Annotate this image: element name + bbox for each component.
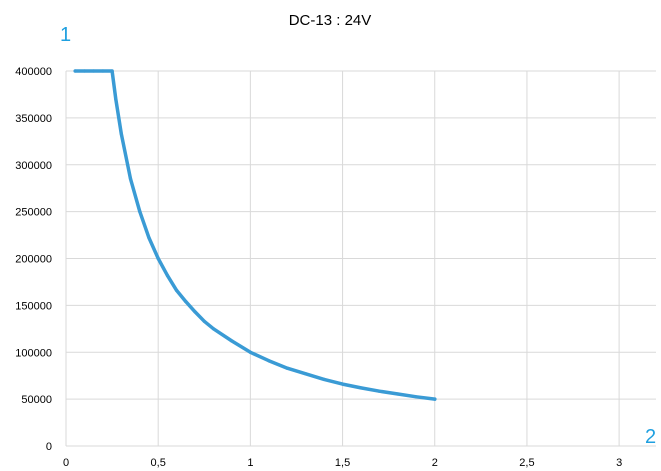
data-point	[433, 397, 437, 401]
data-point	[165, 273, 169, 277]
data-point	[322, 377, 326, 381]
data-point	[128, 177, 133, 181]
data-point	[147, 236, 151, 240]
data-point	[82, 69, 86, 73]
data-point	[341, 382, 345, 386]
data-point	[101, 69, 105, 73]
y-tick-label: 0	[46, 441, 52, 453]
data-point	[92, 69, 96, 73]
data-point	[230, 339, 234, 343]
data-point	[138, 210, 142, 214]
y-tick-label: 400000	[15, 66, 52, 78]
y-tick-label: 350000	[15, 113, 52, 125]
chart-title: DC-13 : 24V	[289, 12, 372, 29]
data-point	[414, 395, 418, 399]
data-point	[114, 97, 118, 101]
data-point	[396, 392, 400, 396]
x-tick-label: 0,5	[151, 457, 166, 469]
data-point	[359, 386, 363, 390]
data-point	[193, 310, 197, 314]
series-group	[73, 69, 437, 401]
y-axis-corner-label: 1	[60, 24, 71, 46]
x-tick-labels: 0 0,5 1 1,5 2 2,5 3	[63, 457, 622, 469]
x-axis-corner-label: 2	[645, 426, 656, 448]
y-tick-labels: 0 50000 100000 150000 200000 250000 300000 3500…	[15, 66, 52, 453]
y-tick-label: 50000	[21, 394, 52, 406]
data-point	[304, 372, 308, 376]
data-point	[202, 319, 206, 323]
data-point	[267, 359, 271, 363]
x-tick-label: 3	[616, 457, 622, 469]
y-tick-label: 100000	[15, 347, 52, 359]
data-point	[211, 327, 216, 331]
data-point	[377, 389, 381, 393]
x-tick-label: 2	[432, 457, 438, 469]
data-point	[175, 288, 179, 292]
x-tick-label: 1	[247, 457, 253, 469]
data-point	[184, 300, 188, 304]
data-point	[248, 350, 252, 354]
y-tick-label: 300000	[15, 160, 52, 172]
data-point	[156, 256, 160, 261]
data-point	[119, 132, 123, 136]
data-point	[110, 69, 114, 73]
x-tick-label: 1,5	[335, 457, 350, 469]
y-tick-label: 150000	[15, 300, 52, 312]
y-tick-label: 200000	[15, 254, 52, 266]
data-point	[285, 366, 289, 370]
horizontal-gridlines	[66, 70, 656, 400]
data-point	[73, 69, 77, 73]
y-tick-label: 250000	[15, 207, 52, 219]
series-line	[73, 69, 437, 401]
x-tick-label: 0	[63, 457, 69, 469]
x-tick-label: 2,5	[519, 457, 534, 469]
